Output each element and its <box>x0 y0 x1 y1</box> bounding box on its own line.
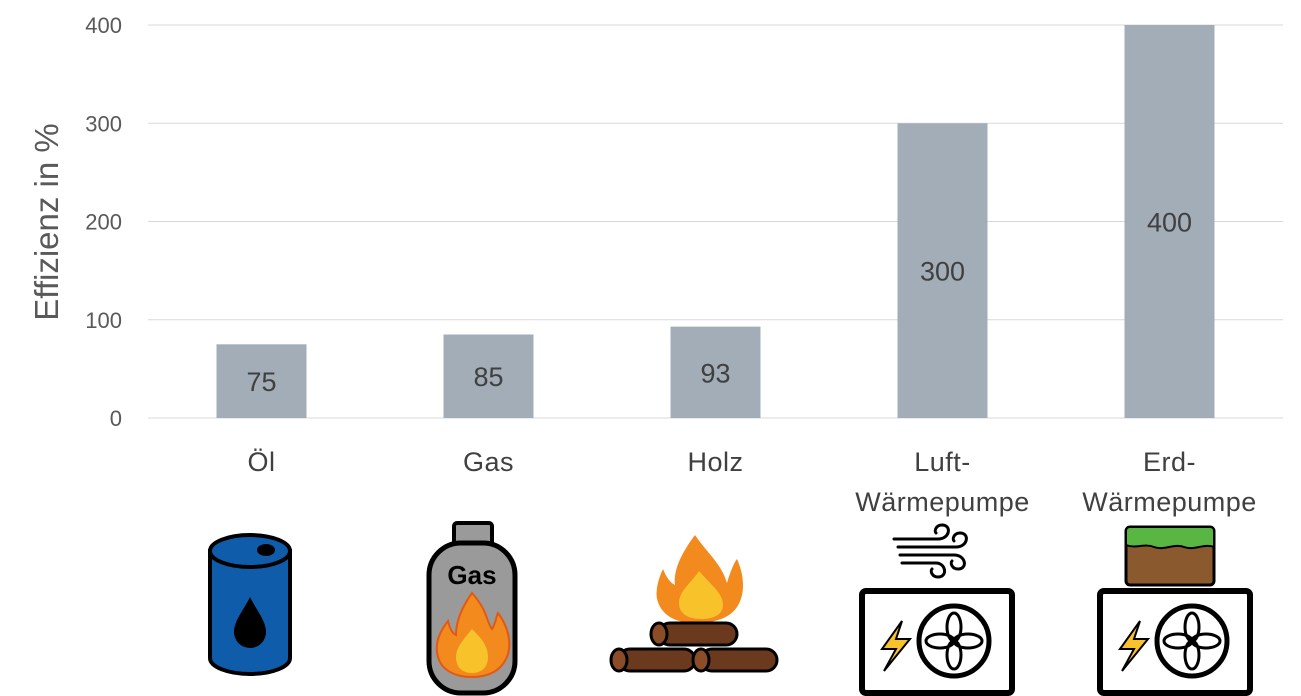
ground-heat-pump-icon <box>1097 525 1253 696</box>
bar <box>897 123 988 418</box>
bar <box>1124 25 1215 418</box>
bar <box>670 326 761 418</box>
gas-cylinder-text: Gas <box>447 560 496 590</box>
y-axis-title: Effizienz in % <box>28 123 65 320</box>
category-label-line: Holz <box>687 447 743 477</box>
category-label-line: Gas <box>463 447 514 477</box>
lightning-icon <box>1118 620 1151 672</box>
y-tick-label: 100 <box>85 308 122 333</box>
category-labels: Öl Gas Holz Luft- Wärmepumpe Erd- Wärmepumpe <box>248 447 1257 517</box>
data-label: 75 <box>246 367 276 397</box>
data-label: 93 <box>700 358 730 388</box>
firewood-icon <box>609 535 779 673</box>
bar <box>443 334 534 418</box>
bars <box>216 25 1215 418</box>
y-tick-label: 300 <box>85 111 122 136</box>
gridlines <box>148 24 1283 419</box>
wind-icon <box>892 523 968 579</box>
y-tick-labels: 0 100 200 300 400 <box>85 13 122 431</box>
fan-icon <box>916 603 992 679</box>
lightning-icon <box>880 620 913 672</box>
category-label-line: Öl <box>248 447 276 477</box>
gas-cylinder-icon: Gas <box>426 521 518 696</box>
data-labels: 75 85 93 300 400 <box>246 208 1192 398</box>
data-label: 400 <box>1147 208 1192 238</box>
category-label: Holz <box>687 447 743 477</box>
category-label-line: Wärmepumpe <box>1082 487 1257 517</box>
fan-icon <box>1154 603 1230 679</box>
y-tick-label: 200 <box>85 210 122 235</box>
category-label: Gas <box>463 447 514 477</box>
bar <box>216 344 307 418</box>
category-label: Öl <box>248 447 276 477</box>
category-label: Erd- Wärmepumpe <box>1082 447 1257 517</box>
data-label: 300 <box>920 257 965 287</box>
data-label: 85 <box>473 362 503 392</box>
category-label-line: Luft- <box>914 447 971 477</box>
air-heat-pump-icon <box>859 523 1015 696</box>
y-tick-label: 400 <box>85 13 122 38</box>
category-label-line: Wärmepumpe <box>855 487 1030 517</box>
soil-icon <box>1124 525 1216 587</box>
category-label-line: Erd- <box>1143 447 1196 477</box>
y-tick-label: 0 <box>110 406 122 431</box>
oil-barrel-icon <box>208 533 292 676</box>
category-label: Luft- Wärmepumpe <box>855 447 1030 517</box>
